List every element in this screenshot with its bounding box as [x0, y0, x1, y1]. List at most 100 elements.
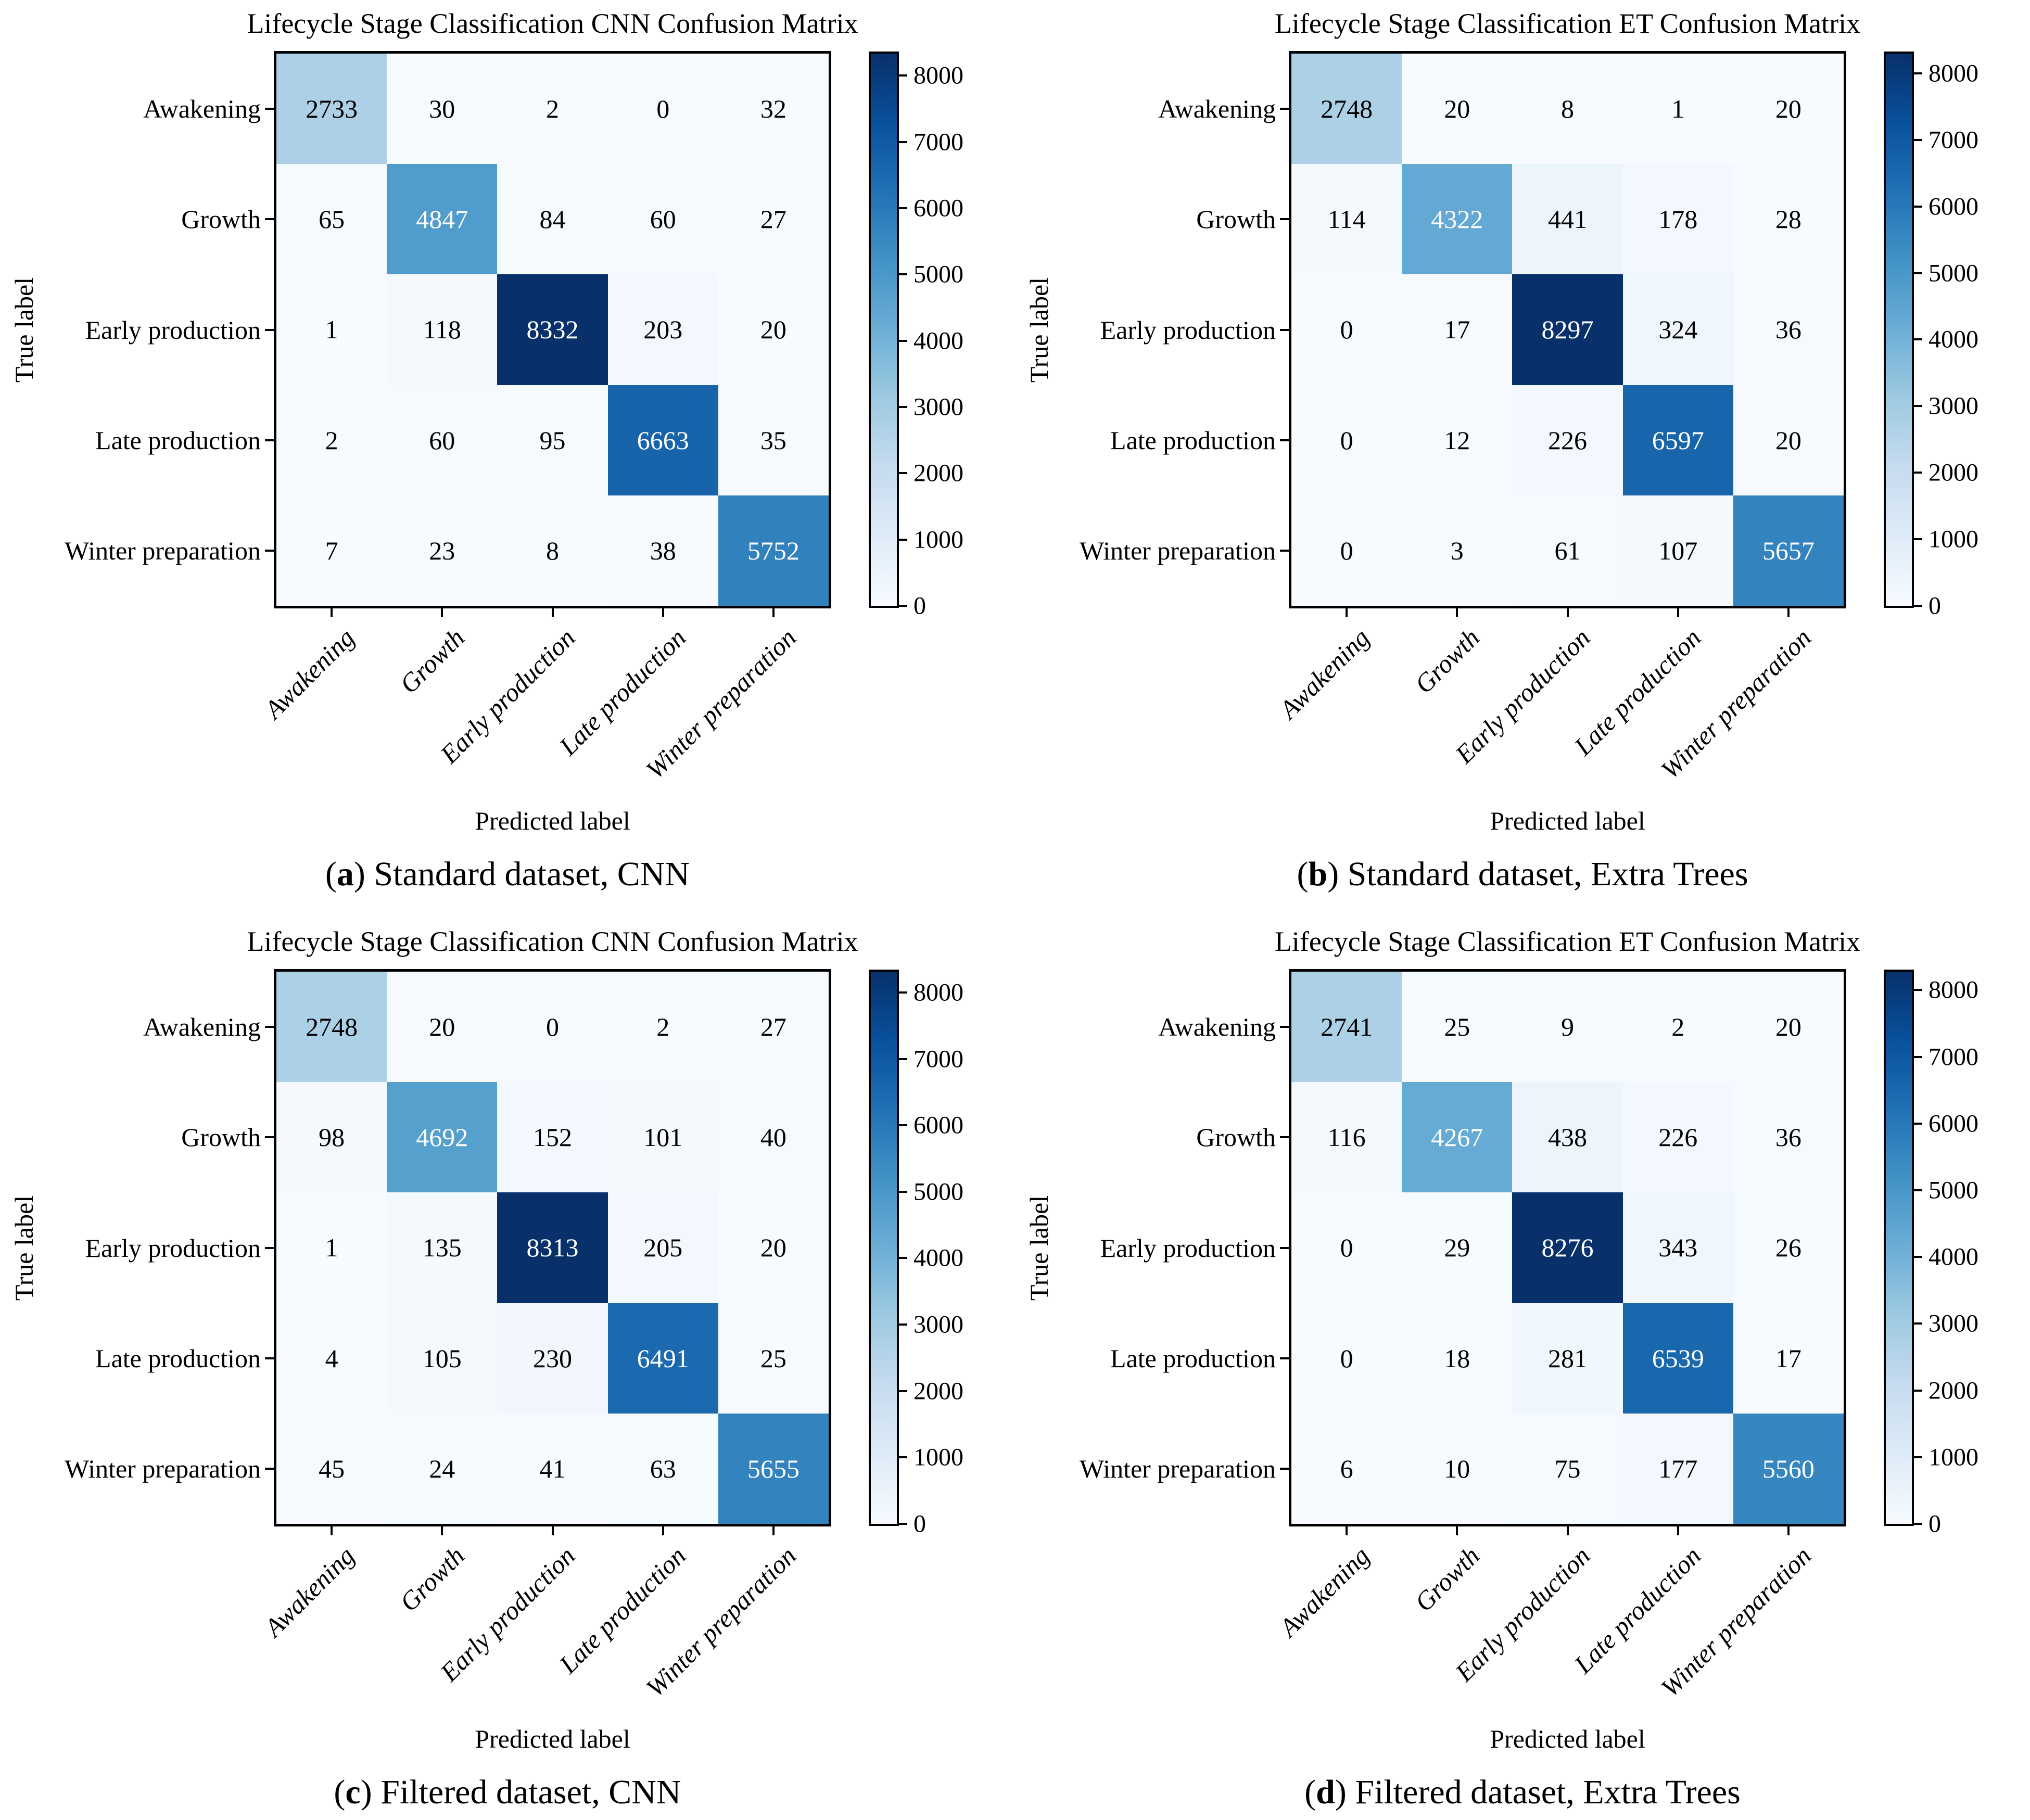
matrix-cell-Late production-Growth: 105 [387, 1303, 498, 1414]
y-tick-label: Winter preparation [1080, 536, 1276, 565]
matrix-cell-Winter preparation-Winter preparation: 5657 [1733, 495, 1844, 606]
y-tick-mark [265, 108, 274, 110]
matrix-cell-Early production-Growth: 17 [1402, 274, 1513, 385]
colorbar-tick-label: 6000 [914, 1111, 963, 1139]
colorbar-tick-label: 3000 [914, 393, 963, 421]
matrix-cell-Winter preparation-Winter preparation: 5752 [718, 495, 829, 606]
matrix-cell-Early production-Late production: 205 [607, 1192, 718, 1303]
matrix-cell-Growth-Awakening: 114 [1291, 164, 1402, 275]
panel-d: Lifecycle Stage Classification ET Confus… [1015, 918, 2030, 1820]
colorbar-tick-label: 5000 [1929, 259, 1978, 287]
colorbar-gradient [871, 54, 897, 606]
colorbar-gradient [871, 972, 897, 1524]
panel-a: Lifecycle Stage Classification CNN Confu… [0, 0, 1015, 902]
colorbar-tick-mark [899, 1058, 907, 1060]
matrix-cell-Growth-Late production: 226 [1622, 1082, 1733, 1193]
x-tick-label: Growth [1409, 622, 1486, 699]
matrix-cell-Late production-Winter preparation: 17 [1733, 1303, 1844, 1414]
matrix-cell-Growth-Growth: 4267 [1402, 1082, 1513, 1193]
matrix-cell-Late production-Late production: 6597 [1622, 385, 1733, 495]
chart-title: Lifecycle Stage Classification CNN Confu… [247, 926, 858, 957]
y-tick-label: Winter preparation [65, 1454, 261, 1483]
matrix-cell-Winter preparation-Late production: 107 [1622, 495, 1733, 606]
y-tick-marks [265, 54, 274, 606]
matrix-cell-Awakening-Winter preparation: 27 [718, 972, 829, 1083]
matrix-cell-Early production-Winter preparation: 36 [1733, 274, 1844, 385]
matrix-cell-Winter preparation-Growth: 23 [387, 495, 498, 606]
caption: (d) Filtered dataset, Extra Trees [1184, 1773, 1861, 1812]
colorbar-tick-label: 2000 [1929, 1377, 1978, 1405]
matrix-cell-Awakening-Late production: 1 [1622, 54, 1733, 164]
colorbar-tick-mark [899, 1523, 907, 1525]
y-tick-marks [1280, 972, 1289, 1524]
y-tick-label: Winter preparation [1080, 1454, 1276, 1483]
heatmap: 2733 30 2 0 32 65 4847 84 60 27 1 118 8332 203 20 2 60 95… [274, 51, 831, 608]
x-tick-mark [1456, 1526, 1458, 1535]
y-tick-mark [265, 328, 274, 331]
y-tick-labels: Awakening Growth Early production Late prod… [1015, 54, 1276, 606]
matrix-cell-Awakening-Early production: 0 [497, 972, 608, 1083]
colorbar-tick-label: 7000 [914, 128, 963, 156]
x-tick-mark [772, 1526, 775, 1535]
panel-c: Lifecycle Stage Classification CNN Confu… [0, 918, 1015, 1820]
matrix-cell-Awakening-Growth: 30 [387, 54, 498, 164]
matrix-cell-Winter preparation-Growth: 3 [1402, 495, 1513, 606]
y-tick-mark [1280, 1357, 1289, 1359]
x-tick-marks [1291, 608, 1844, 617]
matrix-cell-Early production-Early production: 8313 [497, 1192, 608, 1303]
matrix-cell-Early production-Growth: 135 [387, 1192, 498, 1303]
matrix-cell-Awakening-Early production: 8 [1512, 54, 1623, 164]
matrix-cell-Late production-Growth: 12 [1402, 385, 1513, 495]
colorbar-tick-mark [1914, 472, 1922, 474]
matrix-cell-Winter preparation-Late production: 63 [607, 1413, 718, 1524]
x-tick-label: Growth [1409, 1541, 1486, 1618]
caption-paren: ( [1297, 855, 1309, 893]
matrix-cell-Late production-Early production: 281 [1512, 1303, 1623, 1414]
matrix-cell-Late production-Early production: 95 [497, 385, 608, 495]
caption-text: Standard dataset, Extra Trees [1339, 855, 1748, 893]
x-tick-marks [1291, 1526, 1844, 1535]
caption-paren: ( [334, 1773, 346, 1811]
matrix-cell-Growth-Early production: 84 [497, 164, 608, 275]
matrix-cell-Growth-Awakening: 116 [1291, 1082, 1402, 1193]
y-tick-mark [1280, 439, 1289, 441]
matrix-cell-Growth-Growth: 4692 [387, 1082, 498, 1193]
matrix-cell-Early production-Early production: 8276 [1512, 1192, 1623, 1303]
x-tick-mark [1677, 608, 1679, 617]
x-tick-mark [331, 608, 333, 617]
matrix-cell-Early production-Late production: 203 [607, 274, 718, 385]
matrix-cell-Late production-Early production: 230 [497, 1303, 608, 1414]
matrix-cell-Growth-Winter preparation: 36 [1733, 1082, 1844, 1193]
matrix-cell-Winter preparation-Early production: 8 [497, 495, 608, 606]
colorbar-tick-mark [1914, 1389, 1922, 1392]
x-tick-marks [276, 1526, 829, 1535]
y-tick-label: Late production [95, 425, 261, 455]
matrix-cell-Early production-Winter preparation: 20 [718, 1192, 829, 1303]
colorbar-tick-mark [899, 1257, 907, 1259]
colorbar [1884, 52, 1914, 608]
colorbar-tick-label: 1000 [1929, 1443, 1978, 1471]
heatmap: 2748 20 0 2 27 98 4692 152 101 40 1 135 8313 205 20 4 10… [274, 969, 831, 1526]
x-axis-label: Predicted label [475, 806, 630, 835]
matrix-cell-Winter preparation-Growth: 10 [1402, 1413, 1513, 1524]
colorbar-tick-label: 6000 [914, 194, 963, 222]
panel-b: Lifecycle Stage Classification ET Confus… [1015, 0, 2030, 902]
colorbar-tick-label: 5000 [1929, 1176, 1978, 1204]
caption: (b) Standard dataset, Extra Trees [1184, 855, 1861, 894]
x-axis-label: Predicted label [1490, 806, 1645, 835]
colorbar-tick-mark [899, 273, 907, 276]
colorbar-tick-label: 1000 [914, 526, 963, 554]
caption: (c) Filtered dataset, CNN [169, 1773, 846, 1812]
colorbar-tick-label: 0 [914, 592, 926, 620]
y-tick-marks [1280, 54, 1289, 606]
colorbar-tick-label: 8000 [1929, 976, 1978, 1004]
y-tick-label: Early production [85, 315, 261, 345]
matrix-cell-Growth-Growth: 4847 [387, 164, 498, 275]
y-tick-mark [1280, 1246, 1289, 1249]
y-tick-label: Awakening [143, 1012, 261, 1042]
caption: (a) Standard dataset, CNN [169, 855, 846, 894]
matrix-cell-Early production-Awakening: 0 [1291, 1192, 1402, 1303]
matrix-cell-Winter preparation-Awakening: 6 [1291, 1413, 1402, 1524]
x-tick-mark [1787, 1526, 1790, 1535]
colorbar-tick-label: 1000 [914, 1443, 963, 1471]
